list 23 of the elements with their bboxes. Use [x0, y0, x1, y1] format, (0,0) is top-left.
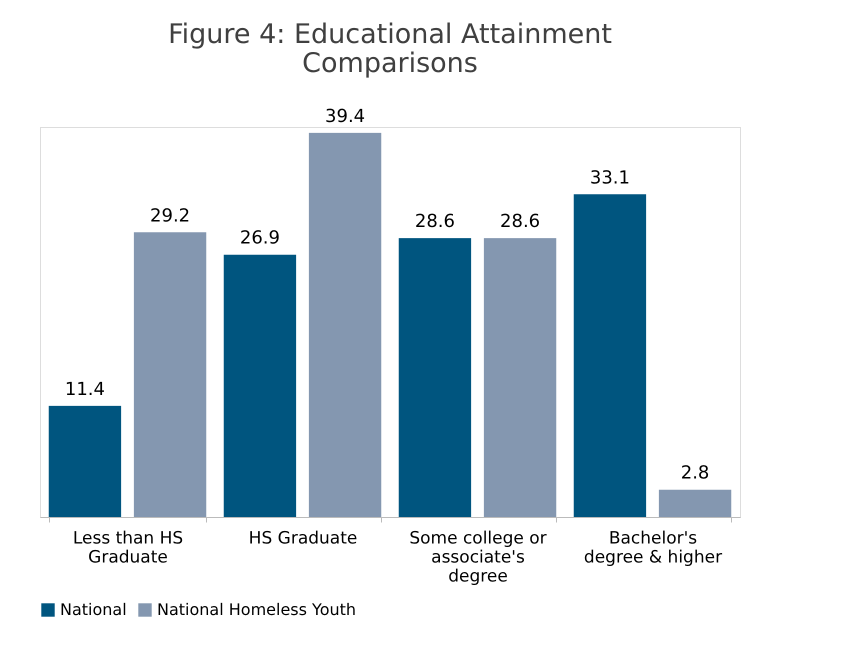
data-label: 29.2 [150, 205, 190, 226]
bar [308, 132, 382, 517]
x-tick-label: Bachelor's degree & higher [584, 528, 722, 568]
x-tick-label: Some college or associate's degree [409, 528, 547, 586]
legend-label: National [60, 600, 127, 619]
x-tick-label: HS Graduate [248, 528, 358, 548]
bar [484, 238, 556, 517]
data-label: 28.6 [414, 211, 455, 232]
x-tick-label: Less than HS Graduate [72, 528, 184, 568]
bar [134, 232, 206, 517]
data-label: 26.9 [240, 228, 280, 249]
bar [224, 254, 296, 517]
data-label: 33.1 [590, 167, 630, 188]
bar [658, 490, 732, 517]
chart-title: Figure 4: Educational Attainment Comparisons [168, 18, 612, 79]
bar [398, 238, 472, 517]
bar [48, 406, 122, 517]
data-label: 11.4 [64, 378, 105, 400]
data-label: 28.6 [500, 211, 540, 232]
bar [574, 194, 646, 517]
legend-label: National Homeless Youth [157, 600, 356, 619]
data-label: 39.4 [325, 106, 366, 127]
data-label: 2.8 [680, 462, 710, 484]
